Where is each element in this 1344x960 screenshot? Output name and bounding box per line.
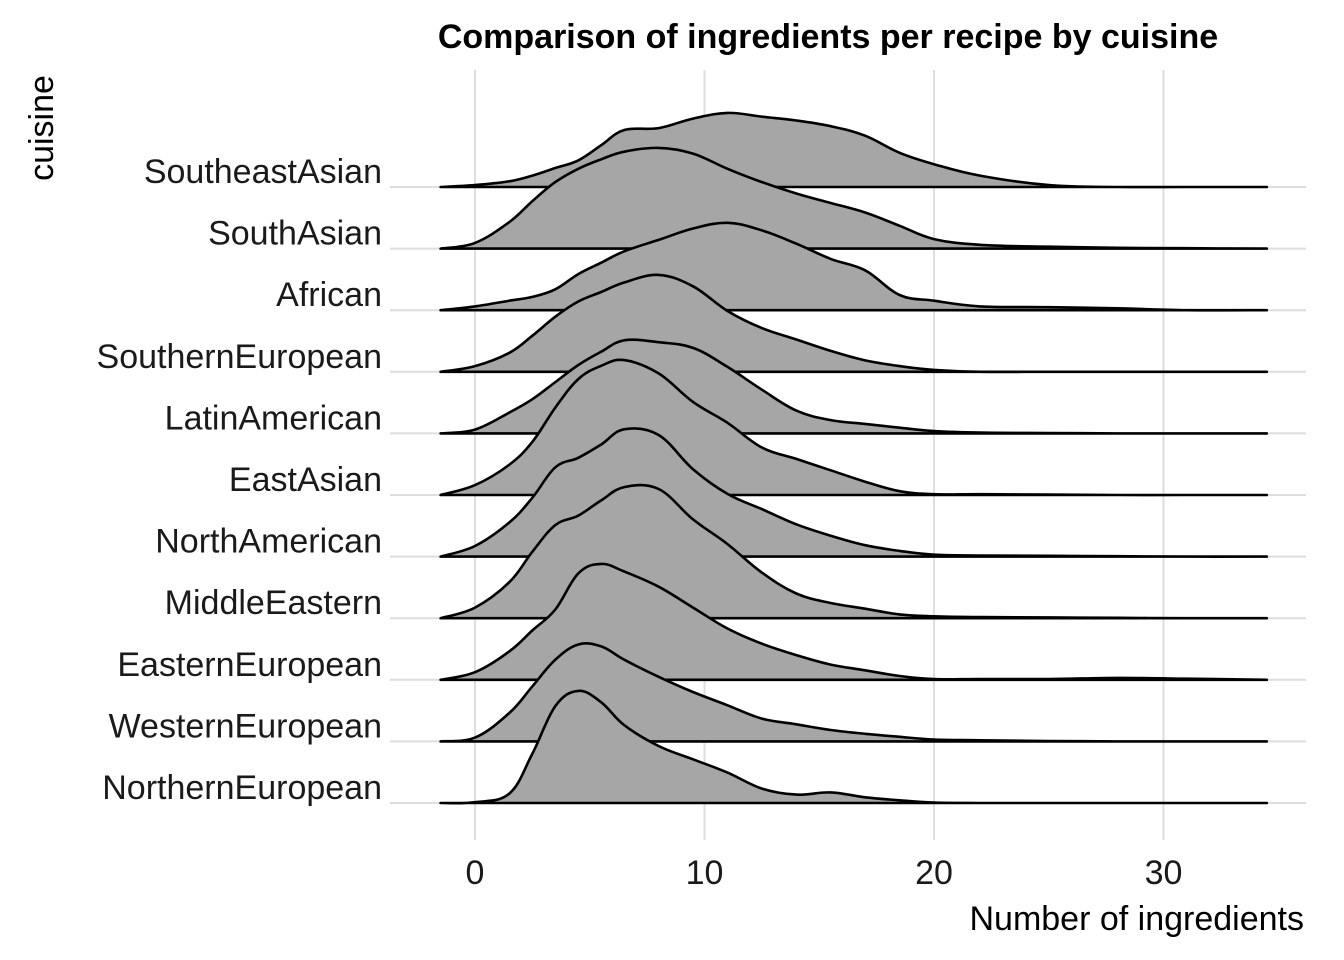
ridge-SouthAsian	[439, 146, 1269, 250]
ridges	[439, 111, 1269, 805]
x-axis-title: Number of ingredients	[969, 900, 1304, 938]
ridge-EasternEuropean	[439, 562, 1269, 682]
chart-title: Comparison of ingredients per recipe by …	[438, 18, 1218, 56]
y-tick-label: EasternEuropean	[117, 646, 382, 684]
y-tick-label: LatinAmerican	[165, 399, 382, 437]
x-tick-label: 20	[915, 854, 953, 892]
category-labels: NorthernEuropean WesternEuropean EasternEu…	[97, 153, 382, 807]
y-tick-label: MiddleEastern	[165, 584, 382, 622]
y-tick-label: EastAsian	[229, 461, 382, 499]
x-tick-label: 30	[1145, 854, 1183, 892]
y-axis-title: cuisine	[23, 75, 61, 181]
ridge-WesternEuropean	[439, 642, 1269, 743]
x-axis-ticks: 0 10 20 30	[466, 854, 1183, 892]
y-tick-label: African	[276, 276, 382, 314]
y-tick-label: NorthAmerican	[155, 523, 382, 561]
x-tick-label: 10	[686, 854, 724, 892]
y-tick-label: WesternEuropean	[109, 707, 382, 745]
y-tick-label: NorthernEuropean	[102, 769, 382, 807]
y-tick-label: SouthAsian	[208, 215, 382, 253]
ridge-NorthernEuropean	[439, 689, 1269, 805]
y-tick-label: SoutheastAsian	[144, 153, 382, 191]
y-tick-label: SouthernEuropean	[97, 338, 382, 376]
x-tick-label: 0	[466, 854, 485, 892]
